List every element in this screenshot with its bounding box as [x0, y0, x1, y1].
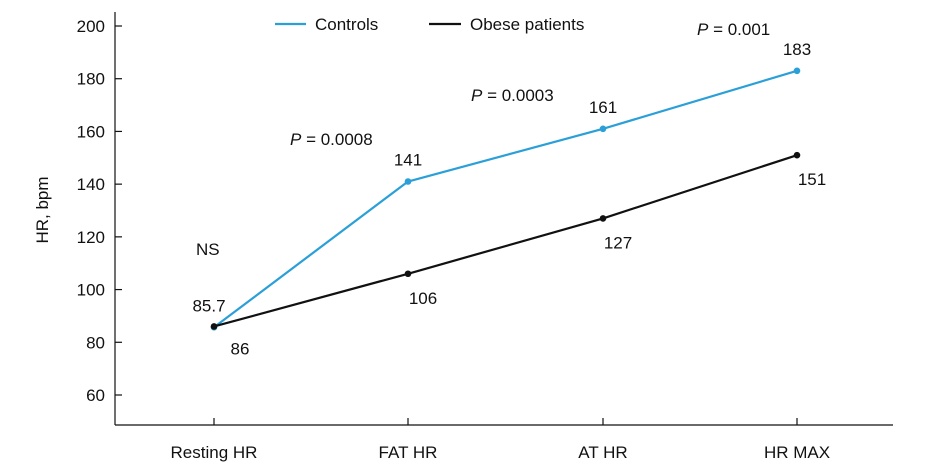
series-line-controls [213, 69, 798, 329]
data-label-obese-patients: 127 [604, 233, 632, 252]
data-label-obese-patients: 151 [798, 170, 826, 189]
data-point-obese-patients [404, 270, 412, 278]
y-tick-label: 120 [77, 228, 105, 247]
y-tick-label: 80 [86, 333, 105, 352]
y-ticks: 60 80 100 120 140 160 180 200 [77, 17, 122, 405]
data-point-controls [404, 178, 412, 185]
x-tick-label: Resting HR [171, 443, 258, 462]
data-label-obese-patients: 106 [409, 289, 437, 308]
y-axis-title: HR, bpm [33, 176, 52, 243]
data-label-controls: 85.7 [192, 296, 225, 315]
annotation-label: P = 0.0008 [290, 130, 373, 149]
legend-label-obese-patients: Obese patients [470, 15, 584, 34]
data-point-controls [599, 125, 607, 133]
series-line-obese-patients [213, 154, 798, 328]
annotation-label: P = 0.001 [697, 20, 770, 39]
y-tick-label: 160 [77, 122, 105, 141]
y-tick-label: 60 [86, 386, 105, 405]
data-point-obese-patients [210, 323, 218, 330]
legend-label-controls: Controls [315, 15, 378, 34]
y-tick-label: 180 [77, 70, 105, 89]
data-label-controls: 141 [394, 151, 422, 170]
data-point-controls [793, 67, 801, 75]
y-tick-label: 100 [77, 281, 105, 300]
data-label-obese-patients: 86 [231, 339, 250, 358]
y-tick-label: 140 [77, 175, 105, 194]
data-label-controls: 161 [589, 98, 617, 117]
annotation-label: NS [196, 240, 220, 259]
annotations: NS P = 0.0008 P = 0.0003 P = 0.001 [196, 20, 770, 259]
x-ticks: Resting HR FAT HR AT HR HR MAX [171, 418, 830, 462]
legend: Controls Obese patients [275, 15, 584, 34]
data-point-obese-patients [793, 151, 801, 159]
y-tick-label: 200 [77, 17, 105, 36]
series-lines [210, 67, 801, 331]
x-tick-label: FAT HR [379, 443, 438, 462]
x-tick-label: AT HR [578, 443, 627, 462]
x-tick-label: HR MAX [764, 443, 830, 462]
data-labels: 85.7 141 161 183 86 106 127 151 [192, 40, 826, 359]
annotation-label: P = 0.0003 [471, 86, 554, 105]
data-point-obese-patients [599, 215, 607, 222]
data-label-controls: 183 [783, 40, 811, 59]
